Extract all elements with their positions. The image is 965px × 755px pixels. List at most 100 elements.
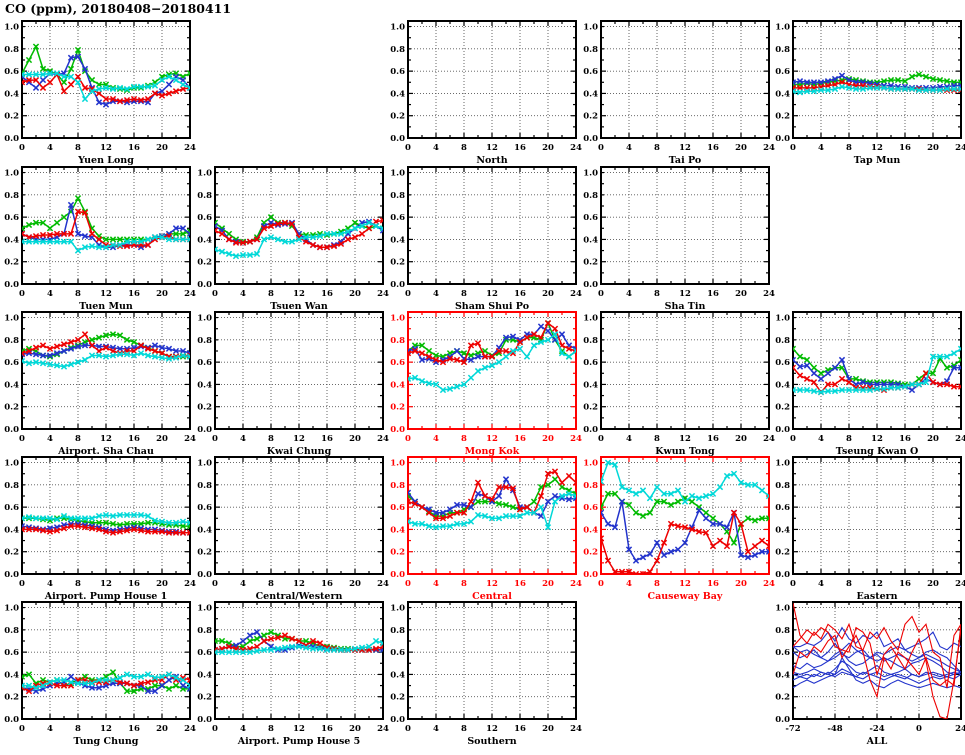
x-tick-label: 24 xyxy=(570,143,582,153)
y-tick-label: 0.0 xyxy=(4,570,19,580)
x-tick-label: 24 xyxy=(570,579,582,589)
x-tick-label: 24 xyxy=(184,143,196,153)
x-tick-label: 24 xyxy=(955,724,965,734)
y-tick-label: 0.8 xyxy=(4,45,19,55)
page-title: CO (ppm), 20180408−20180411 xyxy=(5,1,232,16)
axis-tick-labels: 0.0 0.2 0.4 0.6 0.8 1.0 0 4 8 12 16 20 24 xyxy=(4,23,196,153)
y-tick-label: 0.8 xyxy=(390,336,405,346)
x-tick-label: 4 xyxy=(626,289,632,299)
x-tick-label: 24 xyxy=(955,434,965,444)
chart-title: Airport. Sha Chau xyxy=(57,446,154,457)
plot-frame xyxy=(214,601,384,720)
y-tick-label: 0.4 xyxy=(775,525,790,535)
chart-title: Eastern xyxy=(856,591,897,602)
x-tick-label: 8 xyxy=(654,143,660,153)
x-tick-label: 16 xyxy=(514,724,526,734)
y-tick-label: 0.6 xyxy=(4,648,19,658)
y-tick-label: 1.0 xyxy=(197,314,212,324)
y-tick-label: 1.0 xyxy=(197,604,212,614)
grid-lines xyxy=(601,167,769,284)
y-tick-label: 0.0 xyxy=(4,280,19,290)
x-tick-label: 0 xyxy=(790,579,796,589)
y-tick-label: 0.6 xyxy=(197,213,212,223)
y-tick-label: 0.6 xyxy=(197,503,212,513)
y-tick-label: 0.6 xyxy=(390,358,405,368)
x-tick-label: 24 xyxy=(377,724,389,734)
x-tick-label: 24 xyxy=(763,579,775,589)
chart-title: Airport. Pump House 5 xyxy=(237,736,361,747)
y-tick-label: 0.0 xyxy=(197,425,212,435)
x-tick-label: 4 xyxy=(433,434,439,444)
x-tick-label: 0 xyxy=(212,579,218,589)
x-tick-label: 0 xyxy=(405,143,411,153)
y-tick-label: 0.0 xyxy=(390,715,405,725)
x-tick-label: 20 xyxy=(542,434,554,444)
x-tick-label: 24 xyxy=(570,289,582,299)
x-tick-label: 24 xyxy=(955,143,965,153)
x-tick-label: 12 xyxy=(100,724,112,734)
chart-title: Causeway Bay xyxy=(648,591,723,602)
x-tick-label: 20 xyxy=(735,143,747,153)
x-tick-label: 12 xyxy=(293,724,305,734)
y-tick-label: 0.0 xyxy=(775,134,790,144)
chart-southern: 0.0 0.2 0.4 0.6 0.8 1.0 0 4 8 12 16 20 24 Southern xyxy=(390,601,582,747)
plot-frame xyxy=(407,311,577,430)
y-tick-label: 0.2 xyxy=(4,403,19,413)
plot-frame xyxy=(792,20,962,139)
y-tick-label: 0.6 xyxy=(197,358,212,368)
y-tick-label: 1.0 xyxy=(4,23,19,33)
chart-title: Tung Chung xyxy=(74,736,139,747)
x-tick-label: 4 xyxy=(47,579,53,589)
x-tick-label: 4 xyxy=(47,143,53,153)
chart-title: Tuen Mun xyxy=(79,301,133,312)
x-tick-label: 24 xyxy=(955,579,965,589)
y-tick-label: 1.0 xyxy=(390,459,405,469)
x-tick-label: 8 xyxy=(268,724,274,734)
y-tick-label: 0.2 xyxy=(583,403,598,413)
chart-title: Airport. Pump House 1 xyxy=(44,591,168,602)
axis-tick-labels: 0.0 0.2 0.4 0.6 0.8 1.0 0 4 8 12 16 20 24 xyxy=(4,459,196,589)
y-tick-label: 0.0 xyxy=(775,570,790,580)
x-tick-label: 16 xyxy=(128,579,140,589)
axis-tick-labels: 0.0 0.2 0.4 0.6 0.8 1.0 0 4 8 12 16 20 24 xyxy=(197,314,389,444)
x-tick-label: 20 xyxy=(927,143,939,153)
x-tick-label: 16 xyxy=(128,143,140,153)
y-tick-label: 0.6 xyxy=(775,648,790,658)
x-tick-label: 4 xyxy=(240,724,246,734)
x-tick-label: 0 xyxy=(405,724,411,734)
y-tick-label: 0.0 xyxy=(390,570,405,580)
plot-frame xyxy=(21,166,191,285)
y-tick-label: 0.0 xyxy=(583,134,598,144)
axis-tick-labels: 0.0 0.2 0.4 0.6 0.8 1.0 0 4 8 12 16 20 24 xyxy=(583,169,775,299)
y-tick-label: 0.6 xyxy=(390,213,405,223)
grid-lines xyxy=(22,602,190,719)
x-tick-label: 24 xyxy=(570,724,582,734)
x-tick-label: 16 xyxy=(899,143,911,153)
x-tick-label: 4 xyxy=(47,724,53,734)
series-red-markers xyxy=(408,468,576,522)
chart-sha-tin: 0.0 0.2 0.4 0.6 0.8 1.0 0 4 8 12 16 20 24 Sha Tin xyxy=(583,166,775,312)
plot-frame xyxy=(407,20,577,139)
chart-title: Central/Western xyxy=(256,591,343,602)
x-tick-label: 20 xyxy=(156,724,168,734)
x-tick-label: 0 xyxy=(212,724,218,734)
y-tick-label: 1.0 xyxy=(390,23,405,33)
plot-frame xyxy=(600,166,770,285)
x-tick-label: 4 xyxy=(47,289,53,299)
y-tick-label: 0.4 xyxy=(390,525,405,535)
x-tick-label: 0 xyxy=(19,143,25,153)
y-tick-label: 0.0 xyxy=(4,425,19,435)
chart-title: Sha Tin xyxy=(665,301,706,312)
chart-tung-chung: 0.0 0.2 0.4 0.6 0.8 1.0 0 4 8 12 16 20 24 Tung Chung xyxy=(4,601,196,747)
chart-title: Kwun Tong xyxy=(655,446,715,457)
plot-frame xyxy=(600,311,770,430)
x-tick-label: 4 xyxy=(818,579,824,589)
x-tick-label: 4 xyxy=(818,143,824,153)
chart-tuen-mun: 0.0 0.2 0.4 0.6 0.8 1.0 0 4 8 12 16 20 24 Tuen Mun xyxy=(4,166,196,312)
axis-tick-labels: 0.0 0.2 0.4 0.6 0.8 1.0 0 4 8 12 16 20 24 xyxy=(4,169,196,299)
x-tick-label: 20 xyxy=(735,579,747,589)
x-tick-label: 20 xyxy=(542,579,554,589)
y-tick-label: 0.6 xyxy=(4,358,19,368)
y-tick-label: 1.0 xyxy=(4,169,19,179)
x-tick-label: 8 xyxy=(461,143,467,153)
